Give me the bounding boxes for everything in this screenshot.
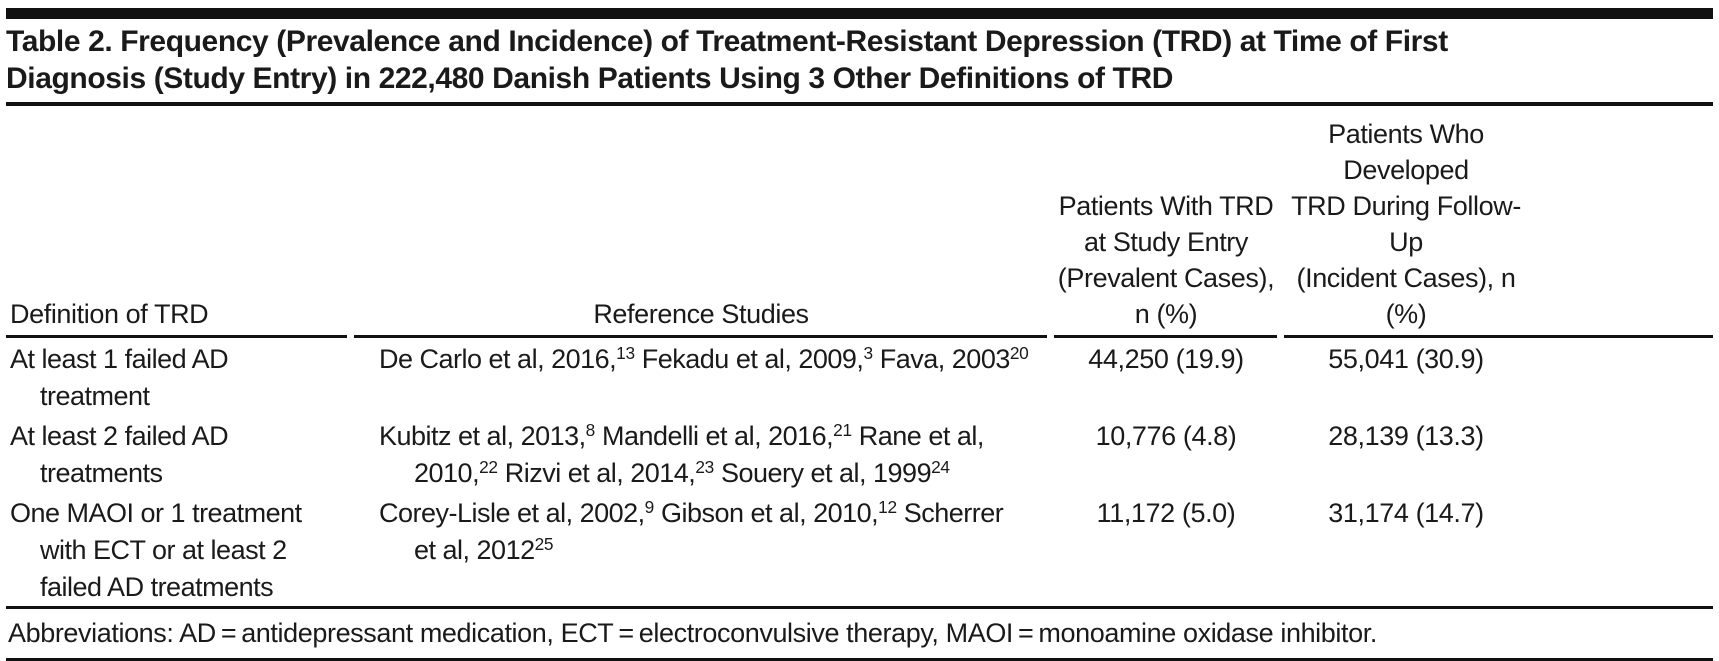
reference-line: De Carlo et al, 2016,13 Fekadu et al, 20… bbox=[379, 342, 1029, 374]
prevalent-cell: 11,172 (5.0) bbox=[1096, 498, 1236, 528]
table-header-row: Definition of TRD Reference Studies Pati… bbox=[6, 106, 1713, 335]
citation-superscript: 8 bbox=[585, 419, 596, 440]
column-header-references: Reference Studies bbox=[593, 299, 809, 329]
incident-cell: 55,041 (30.9) bbox=[1328, 344, 1484, 374]
citation-superscript: 22 bbox=[479, 456, 498, 477]
reference-line: 2010,22 Rizvi et al, 2014,23 Souery et a… bbox=[414, 456, 950, 488]
citation-superscript: 13 bbox=[616, 342, 635, 363]
citation-superscript: 24 bbox=[931, 456, 950, 477]
citation-superscript: 25 bbox=[534, 533, 554, 554]
reference-line: et al, 201225 bbox=[414, 533, 554, 565]
text-line: at Study Entry bbox=[1084, 227, 1248, 257]
text-line: (Incident Cases), n (%) bbox=[1296, 263, 1516, 329]
reference-line: Corey-Lisle et al, 2002,9 Gibson et al, … bbox=[379, 496, 1004, 528]
references-cell: De Carlo et al, 2016,13 Fekadu et al, 20… bbox=[351, 341, 1051, 415]
table-body: At least 1 failed AD treatment De Carlo et… bbox=[6, 338, 1713, 606]
text-line: (Prevalent Cases), bbox=[1057, 263, 1275, 293]
text-line: Patients Who Developed bbox=[1328, 119, 1484, 185]
row-spacer bbox=[1531, 495, 1713, 606]
citation-superscript: 20 bbox=[1009, 342, 1029, 363]
citation-superscript: 21 bbox=[833, 419, 852, 440]
top-rule bbox=[6, 8, 1713, 19]
incident-cell: 31,174 (14.7) bbox=[1328, 498, 1484, 528]
text-line: TRD During Follow-Up bbox=[1291, 191, 1521, 257]
table-row: At least 2 failed AD treatments Kubitz et … bbox=[6, 415, 1713, 492]
citation-superscript: 12 bbox=[878, 496, 897, 517]
citation-superscript: 23 bbox=[695, 456, 714, 477]
column-header-definition: Definition of TRD bbox=[10, 299, 209, 329]
text-line: Table 2. Frequency (Prevalence and Incid… bbox=[6, 25, 1448, 58]
text-line: treatments bbox=[40, 458, 163, 488]
citation-superscript: 3 bbox=[863, 342, 873, 363]
text-line: Diagnosis (Study Entry) in 222,480 Danis… bbox=[6, 62, 1174, 95]
row-spacer bbox=[1531, 341, 1713, 415]
row-spacer bbox=[1531, 418, 1713, 492]
incident-cell: 28,139 (13.3) bbox=[1328, 421, 1484, 451]
prevalent-cell: 10,776 (4.8) bbox=[1095, 421, 1237, 451]
table-figure: Table 2. Frequency (Prevalence and Incid… bbox=[0, 8, 1719, 661]
text-line: with ECT or at least 2 bbox=[40, 535, 287, 565]
text-line: failed AD treatments bbox=[40, 572, 274, 602]
text-line: One MAOI or 1 treatment bbox=[10, 498, 302, 528]
header-rule bbox=[6, 335, 1713, 338]
references-cell: Corey-Lisle et al, 2002,9 Gibson et al, … bbox=[351, 495, 1051, 606]
definition-cell: One MAOI or 1 treatment with ECT or at le… bbox=[6, 495, 351, 606]
text-line: treatment bbox=[40, 381, 150, 411]
definition-cell: At least 1 failed AD treatment bbox=[6, 341, 351, 415]
text-line: At least 1 failed AD bbox=[10, 344, 229, 374]
table-row: One MAOI or 1 treatment with ECT or at le… bbox=[6, 492, 1713, 606]
table-row: At least 1 failed AD treatment De Carlo et… bbox=[6, 338, 1713, 415]
references-cell: Kubitz et al, 2013,8 Mandelli et al, 201… bbox=[351, 418, 1051, 492]
definition-cell: At least 2 failed AD treatments bbox=[6, 418, 351, 492]
text-line: Patients With TRD bbox=[1058, 191, 1274, 221]
text-line: At least 2 failed AD bbox=[10, 421, 229, 451]
citation-superscript: 9 bbox=[644, 496, 655, 517]
title-rule bbox=[6, 102, 1713, 106]
reference-line: Kubitz et al, 2013,8 Mandelli et al, 201… bbox=[379, 419, 984, 451]
table-title: Table 2. Frequency (Prevalence and Incid… bbox=[6, 23, 1713, 97]
prevalent-cell: 44,250 (19.9) bbox=[1088, 344, 1244, 374]
column-header-incident: Patients Who Developed TRD During Follow-… bbox=[1281, 116, 1531, 332]
column-header-prevalent: Patients With TRD at Study Entry (Prevalen… bbox=[1051, 188, 1281, 332]
abbreviations-footnote: Abbreviations: AD = antidepressant medic… bbox=[8, 618, 1377, 648]
text-line: n (%) bbox=[1134, 299, 1198, 329]
